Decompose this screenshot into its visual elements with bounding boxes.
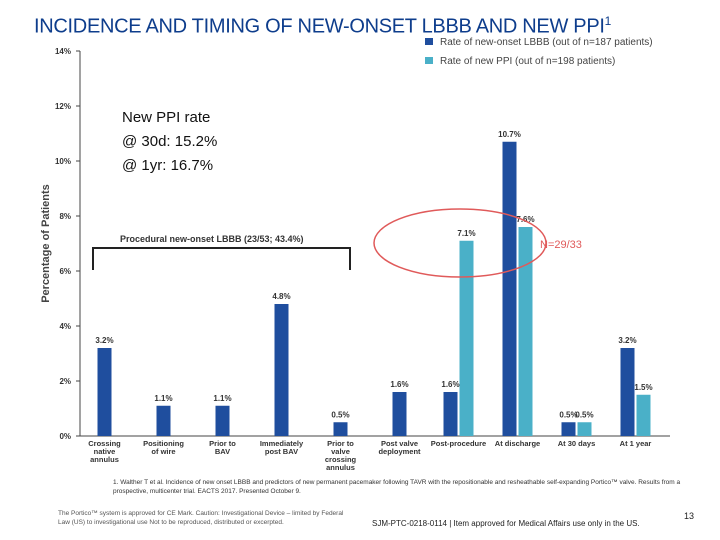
ppi-data-label: 0.5% bbox=[575, 410, 593, 419]
y-axis-title: Percentage of Patients bbox=[40, 184, 52, 303]
ppi-box-line: New PPI rate bbox=[122, 109, 211, 126]
ppi-bar bbox=[577, 422, 592, 436]
lbbb-bar bbox=[215, 405, 230, 436]
ppi-bar bbox=[518, 227, 533, 436]
y-tick-label: 4% bbox=[59, 322, 71, 331]
ppi-bar bbox=[636, 394, 651, 436]
ppi-bar bbox=[459, 240, 474, 436]
lbbb-data-label: 1.1% bbox=[213, 394, 231, 403]
bar-chart: 0% 2% 4% 6% 8% 10% 12% 14% Percentage of Patient… bbox=[40, 37, 670, 472]
disclaimer: The Portico™ system is approved for CE M… bbox=[58, 510, 344, 526]
ppi-data-label: 7.1% bbox=[457, 229, 475, 238]
n-count-label: N=29/33 bbox=[540, 239, 582, 251]
x-category-label: BAV bbox=[215, 447, 230, 456]
legend-swatch bbox=[425, 38, 433, 45]
lbbb-data-label: 1.6% bbox=[441, 380, 459, 389]
legend-label: Rate of new-onset LBBB (out of n=187 pat… bbox=[440, 37, 653, 48]
x-category-label: At 1 year bbox=[620, 439, 652, 448]
x-category-label: Prior to bbox=[209, 439, 236, 448]
lbbb-bar bbox=[333, 422, 348, 436]
x-category-label: annulus bbox=[90, 455, 119, 464]
x-category-label: post BAV bbox=[265, 447, 298, 456]
lbbb-data-label: 10.7% bbox=[498, 130, 521, 139]
lbbb-data-label: 1.6% bbox=[390, 380, 408, 389]
x-category-label: Prior to bbox=[327, 439, 354, 448]
lbbb-data-label: 4.8% bbox=[272, 292, 290, 301]
x-category-label: Post-procedure bbox=[431, 439, 486, 448]
x-category-label: crossing bbox=[325, 455, 357, 464]
lbbb-data-label: 3.2% bbox=[95, 336, 113, 345]
x-category-label: Positioning bbox=[143, 439, 184, 448]
lbbb-bar bbox=[392, 392, 407, 436]
highlight-oval bbox=[373, 208, 547, 278]
x-category-label: deployment bbox=[378, 447, 421, 456]
legend-label: Rate of new PPI (out of n=198 patients) bbox=[440, 56, 615, 67]
x-category-label: valve bbox=[331, 447, 350, 456]
lbbb-bar bbox=[620, 348, 635, 436]
lbbb-bar bbox=[97, 348, 112, 436]
ppi-data-label: 7.6% bbox=[516, 215, 534, 224]
y-tick-label: 6% bbox=[59, 267, 71, 276]
x-category-label: native bbox=[94, 447, 116, 456]
lbbb-data-label: 0.5% bbox=[331, 410, 349, 419]
y-tick-label: 0% bbox=[59, 432, 71, 441]
ppi-rate-box: New PPI rate @ 30d: 15.2% @ 1yr: 16.7% bbox=[122, 106, 217, 178]
document-code: SJM-PTC-0218-0114 | Item approved for Me… bbox=[372, 519, 640, 528]
x-category-label: Crossing bbox=[88, 439, 121, 448]
page-number: 13 bbox=[684, 511, 695, 521]
lbbb-data-label: 1.1% bbox=[154, 394, 172, 403]
lbbb-bar bbox=[274, 304, 289, 436]
y-tick-label: 2% bbox=[59, 377, 71, 386]
x-category-label: At discharge bbox=[495, 439, 540, 448]
x-category-label: Immediately bbox=[260, 439, 304, 448]
y-tick-label: 14% bbox=[55, 47, 71, 56]
procedural-bracket bbox=[92, 247, 351, 270]
lbbb-bar bbox=[561, 422, 576, 436]
lbbb-bar bbox=[156, 405, 171, 436]
x-category-label: At 30 days bbox=[558, 439, 596, 448]
lbbb-data-label: 0.5% bbox=[559, 410, 577, 419]
lbbb-data-label: 3.2% bbox=[618, 336, 636, 345]
x-category-label: Post valve bbox=[381, 439, 418, 448]
x-category-label: of wire bbox=[151, 447, 175, 456]
y-tick-label: 8% bbox=[59, 212, 71, 221]
ppi-box-line: @ 30d: 15.2% bbox=[122, 133, 218, 150]
x-category-label: annulus bbox=[326, 463, 355, 472]
ppi-box-line: @ 1yr: 16.7% bbox=[122, 157, 214, 174]
ppi-data-label: 1.5% bbox=[634, 383, 652, 392]
footnote: 1. Walther T et al. Incidence of new ons… bbox=[113, 479, 681, 495]
y-tick-label: 12% bbox=[55, 102, 71, 111]
procedural-label: Procedural new-onset LBBB (23/53; 43.4%) bbox=[120, 234, 304, 244]
page-title: INCIDENCE AND TIMING OF NEW-ONSET LBBB A… bbox=[34, 14, 612, 38]
lbbb-bar bbox=[502, 141, 517, 436]
legend-swatch bbox=[425, 57, 433, 64]
lbbb-bar bbox=[443, 392, 458, 436]
y-tick-label: 10% bbox=[55, 157, 71, 166]
